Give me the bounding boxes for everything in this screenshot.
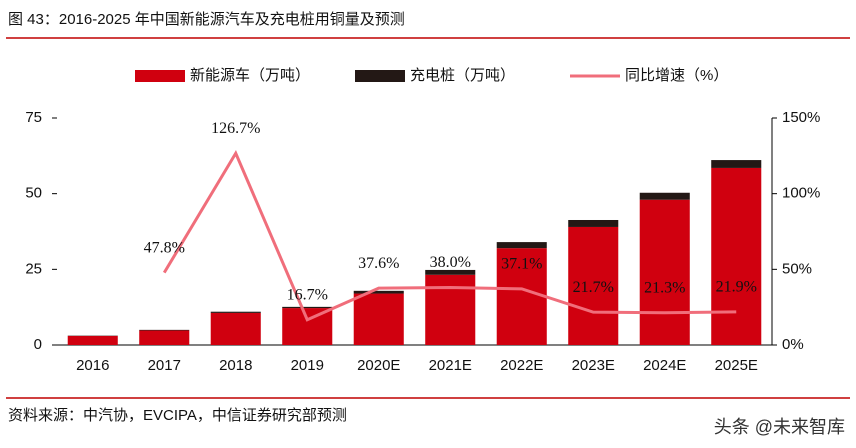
- legend-swatch: [135, 70, 185, 82]
- bar-segment: [639, 192, 690, 200]
- bar-segment: [711, 160, 762, 168]
- bar-segment: [568, 226, 619, 345]
- x-tick-label: 2025E: [715, 357, 758, 374]
- data-label: 21.3%: [644, 279, 685, 296]
- y2-tick-label: 100%: [782, 185, 820, 202]
- watermark: 头条 @未来智库: [714, 417, 845, 437]
- y-tick-label: 25: [25, 260, 42, 277]
- bar-segment: [353, 290, 404, 294]
- bar-segment: [353, 293, 404, 345]
- x-tick-label: 2019: [291, 357, 324, 374]
- bar-segment: [425, 269, 476, 275]
- bar-segment: [139, 330, 190, 345]
- legend-swatch: [355, 70, 405, 82]
- bar-segment: [282, 308, 333, 345]
- source-note: 资料来源：中汽协，EVCIPA，中信证券研究部预测: [8, 407, 347, 424]
- bar-segment: [210, 312, 261, 345]
- bar-segment: [496, 242, 547, 249]
- y-tick-label: 50: [25, 185, 42, 202]
- data-label: 21.7%: [573, 279, 614, 296]
- bar-segment: [210, 311, 261, 313]
- x-tick-label: 2022E: [500, 357, 543, 374]
- bar-segment: [67, 335, 118, 345]
- bar-segment: [711, 167, 762, 345]
- x-tick-label: 2024E: [643, 357, 686, 374]
- bar-segment: [496, 248, 547, 345]
- x-tick-label: 2020E: [357, 357, 400, 374]
- bar-segment: [425, 274, 476, 345]
- data-label: 38.0%: [430, 254, 471, 271]
- bar-segment: [139, 329, 190, 331]
- data-label: 126.7%: [211, 120, 260, 137]
- data-label: 16.7%: [287, 286, 328, 303]
- y-tick-label: 0: [34, 336, 42, 353]
- y-tick-label: 75: [25, 109, 42, 126]
- bar-segment: [568, 219, 619, 227]
- data-label: 37.6%: [358, 255, 399, 272]
- data-label: 21.9%: [716, 279, 757, 296]
- data-label: 37.1%: [501, 256, 542, 273]
- data-label: 47.8%: [144, 239, 185, 256]
- x-tick-label: 2023E: [572, 357, 615, 374]
- bar-segment: [282, 306, 333, 309]
- x-tick-label: 2017: [148, 357, 181, 374]
- x-tick-label: 2018: [219, 357, 252, 374]
- x-tick-label: 2016: [76, 357, 109, 374]
- legend-label: 充电桩（万吨）: [410, 67, 515, 84]
- chart-title: 图 43：2016-2025 年中国新能源汽车及充电桩用铜量及预测: [8, 11, 405, 28]
- x-tick-label: 2021E: [429, 357, 472, 374]
- legend-label: 新能源车（万吨）: [190, 67, 310, 84]
- y2-tick-label: 0%: [782, 336, 804, 353]
- y2-tick-label: 50%: [782, 260, 812, 277]
- legend-label: 同比增速（%）: [625, 67, 728, 84]
- growth-line: [162, 149, 737, 322]
- bar-segment: [639, 199, 690, 345]
- y2-tick-label: 150%: [782, 109, 820, 126]
